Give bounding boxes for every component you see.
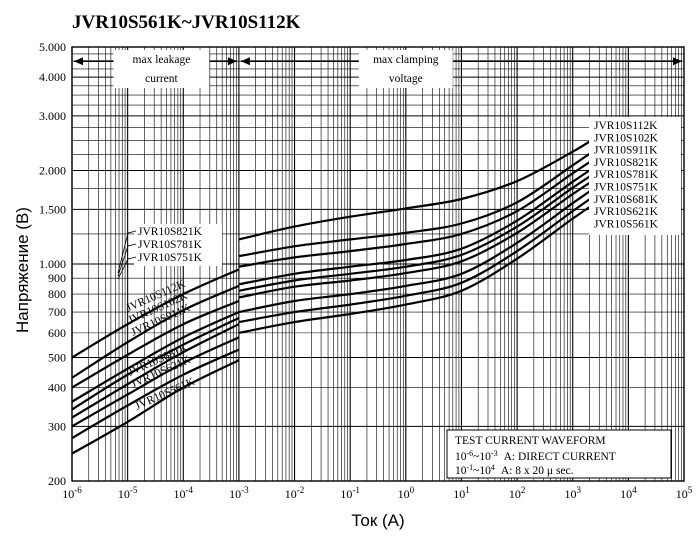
y-tick-label: 700 [48,305,66,319]
series-label: JVR10S751K [138,252,203,264]
series-line-leakage [71,323,240,419]
y-tick-label: 2.000 [39,164,66,178]
series-label: JVR10S781K [594,169,659,181]
y-tick-label: 300 [48,419,66,433]
waveform-line: 10-6~10-3 A: DIRECT CURRENT [455,449,616,463]
waveform-box-frame [446,429,672,479]
series-label: JVR10S102K [594,132,659,144]
regions: max leakage current max clamping voltage [74,50,682,88]
series-line-leakage [71,359,240,455]
region-label-bg [113,50,210,88]
x-tick-label: 10-2 [285,485,305,501]
y-tick-label: 5.000 [39,40,66,54]
x-tick-label: 100 [398,485,415,501]
y-axis-title: Напряжение (В) [13,207,32,333]
region-arrowhead [227,57,237,66]
leader-line [117,243,137,277]
series-label: JVR10S821K [138,226,203,238]
y-tick-label: 200 [48,474,66,488]
waveform-box: TEST CURRENT WAVEFORM 10-6~10-3 A: DIRECT … [446,429,672,479]
series-line-leakage [71,284,240,379]
x-axis-title: Ток (А) [351,511,404,530]
series-line-clamping [238,163,600,286]
waveform-line: 10-1~104 A: 8 x 20 μ sec. [455,463,574,477]
series-line-clamping [238,199,600,334]
plot-frame [71,46,685,482]
series-line-clamping [238,154,600,268]
series-line-clamping [238,169,600,292]
region-label: current [145,73,178,85]
series-label: JVR10S681K [594,194,659,206]
series-line-leakage [71,268,240,359]
series-label: JVR10S112K [594,120,658,132]
leader-line [117,256,137,280]
region-arrowhead [240,57,250,66]
series-line-clamping [238,175,600,299]
series-line-leakage [71,317,240,411]
region-arrowhead [74,57,83,66]
x-tick-label: 103 [564,485,581,501]
region-label: max leakage [133,54,191,66]
series-line-clamping [238,183,600,314]
region-label: max clamping [373,54,439,66]
y-tick-label: 400 [48,381,66,395]
y-tick-label: 3.000 [39,109,66,123]
region-arrowhead [673,57,682,66]
y-tick-label: 1.500 [39,202,66,216]
y-tick-label: 900 [48,271,66,285]
x-tick-label: 10-1 [340,485,360,501]
leader-line [117,230,137,274]
series-line-leakage [71,299,240,389]
x-tick-label: 105 [676,485,693,501]
series-label: JVR10S821K [594,157,659,169]
x-tick-label: 10-3 [229,485,249,501]
series-label: JVR10S621K [594,206,659,218]
x-tick-label: 102 [509,485,526,501]
series-line-leakage [71,336,240,428]
series-line-clamping [238,191,600,324]
chart-title: JVR10S561K~JVR10S112K [72,12,301,33]
x-tick-label: 104 [620,485,637,501]
series-line-clamping [238,146,600,258]
y-tick-label: 1.000 [39,257,66,271]
series-line-clamping [238,134,600,241]
series-labels: JVR10S112KJVR10S102KJVR10S911KJVR10S821K… [117,117,681,413]
x-tick-label: 10-4 [174,485,194,501]
x-tick-label: 101 [453,485,470,501]
series-label: JVR10S751K [594,182,659,194]
series-label: JVR10S781K [138,239,203,251]
x-tick-label: 10-5 [118,485,138,501]
y-tick-label: 600 [48,326,66,340]
y-tick-label: 4.000 [39,70,66,84]
y-tick-label: 800 [48,287,66,301]
waveform-title: TEST CURRENT WAVEFORM [455,435,606,447]
left-labels-bg [134,224,222,266]
series-line-leakage [71,348,240,440]
y-tick-label: 500 [48,350,66,364]
series-line-leakage [71,311,240,403]
series-label: JVR10S911K [594,145,658,157]
series-group [71,134,600,455]
x-tick-label: 10-6 [62,485,82,501]
region-label: voltage [389,73,423,85]
series-label: JVR10S561K [594,218,659,230]
region-label-bg [358,50,453,88]
right-labels-bg [589,117,681,235]
